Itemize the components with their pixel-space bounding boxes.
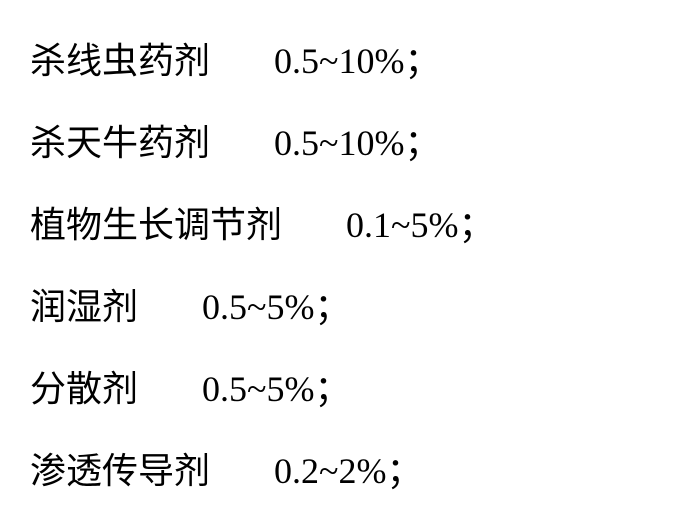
list-item: 杀天牛药剂 0.5~10%； [30,102,661,184]
list-item: 植物生长调节剂 0.1~5%； [30,184,661,266]
ingredient-value: 0.5~10%； [274,20,440,102]
list-item: 润湿剂 0.5~5%； [30,266,661,348]
ingredient-value: 0.5~5%； [202,348,350,430]
ingredient-label: 分散剂 [30,348,138,430]
ingredient-value: 0.2~2%； [274,430,422,512]
ingredient-value: 0.1~5%； [346,184,494,266]
ingredient-label: 渗透传导剂 [30,430,210,512]
ingredient-value: 0.5~5%； [202,266,350,348]
ingredient-value: 0.5~10%； [274,102,440,184]
ingredient-label: 植物生长调节剂 [30,184,282,266]
list-item: 分散剂 0.5~5%； [30,348,661,430]
formulation-list: 杀线虫药剂 0.5~10%； 杀天牛药剂 0.5~10%； 植物生长调节剂 0.… [0,0,691,532]
ingredient-label: 杀天牛药剂 [30,102,210,184]
ingredient-label: 杀线虫药剂 [30,20,210,102]
list-item: 渗透传导剂 0.2~2%； [30,430,661,512]
ingredient-label: 润湿剂 [30,266,138,348]
list-item: 杀线虫药剂 0.5~10%； [30,20,661,102]
